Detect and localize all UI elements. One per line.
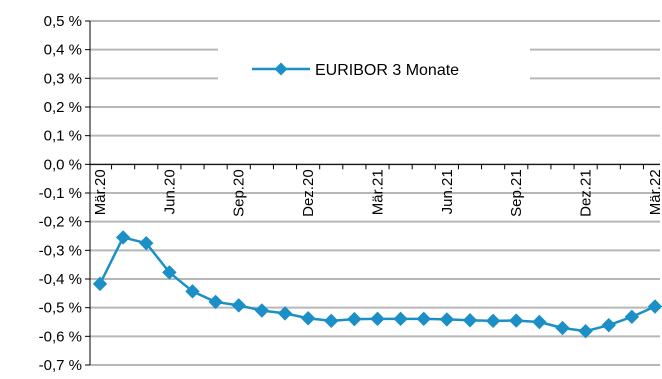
- x-tick-label: Mär.22: [647, 169, 662, 215]
- x-tick-label: Dez.21: [578, 169, 595, 217]
- data-point: [601, 317, 616, 333]
- data-point: [185, 284, 200, 299]
- data-point: [277, 306, 293, 321]
- y-tick-label: -0,7 %: [39, 357, 82, 374]
- x-tick-label: Sep.21: [508, 169, 525, 217]
- legend-diamond-marker: [274, 62, 288, 76]
- x-tick-label: Dez.20: [300, 169, 317, 217]
- data-point: [139, 235, 154, 251]
- data-point: [393, 311, 408, 327]
- y-tick-label: 0,5 %: [44, 13, 82, 30]
- data-point: [370, 311, 385, 327]
- x-tick-label: Mär.20: [92, 169, 109, 215]
- data-point: [624, 309, 640, 325]
- series-layer: [92, 230, 662, 339]
- data-point: [115, 230, 131, 245]
- data-point: [347, 311, 362, 327]
- x-axis-ticks: Mär.20 Jun.20 Sep.20 Dez.20 Mär.21 Jun.21 Sep.…: [92, 169, 662, 217]
- data-point: [509, 313, 524, 328]
- data-point: [647, 299, 662, 314]
- legend-label: EURIBOR 3 Monate: [315, 62, 459, 79]
- data-point: [324, 313, 339, 329]
- y-tick-label: -0,4 %: [39, 271, 82, 288]
- data-point: [208, 294, 223, 310]
- y-tick-label: -0,3 %: [39, 242, 82, 259]
- data-point: [555, 320, 570, 336]
- x-tick-label: Jun.20: [161, 169, 178, 214]
- data-point: [162, 265, 177, 280]
- y-tick-label: 0,0 %: [44, 156, 82, 173]
- data-point: [485, 313, 501, 329]
- y-tick-label: -0,1 %: [39, 185, 82, 202]
- data-point: [578, 323, 593, 339]
- x-tick-label: Mär.21: [370, 169, 387, 215]
- data-point: [439, 312, 455, 327]
- data-point: [532, 314, 547, 330]
- y-tick-label: -0,5 %: [39, 300, 82, 317]
- y-axis-ticks: 0,5 % 0,4 % 0,3 % 0,2 % 0,1 % 0,0 % -0,1 % -0,2…: [39, 13, 82, 374]
- y-tick-label: 0,4 %: [44, 42, 82, 59]
- x-tick-label: Sep.20: [231, 169, 248, 217]
- data-point: [462, 313, 478, 328]
- y-tick-label: 0,1 %: [44, 128, 82, 145]
- data-point: [416, 311, 431, 327]
- x-tick-label: Jun.21: [439, 169, 456, 214]
- data-point: [92, 276, 108, 292]
- data-point: [254, 303, 270, 318]
- y-tick-label: 0,3 %: [44, 70, 82, 87]
- data-point: [300, 311, 316, 326]
- y-tick-label: -0,2 %: [39, 214, 82, 231]
- y-tick-label: -0,6 %: [39, 328, 82, 345]
- y-tick-label: 0,2 %: [44, 99, 82, 116]
- legend: EURIBOR 3 Monate: [218, 42, 530, 98]
- data-point: [231, 298, 246, 313]
- axes: [85, 20, 660, 366]
